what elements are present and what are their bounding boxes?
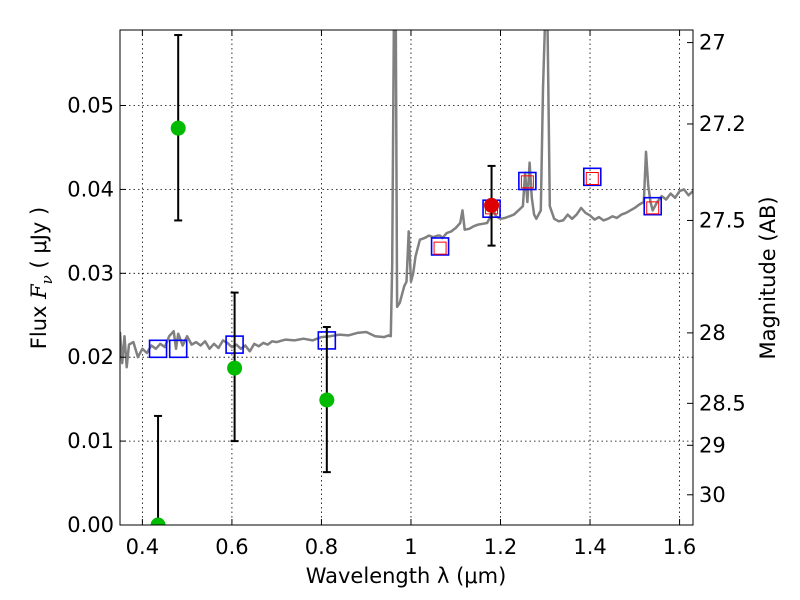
right-tick-label: 30 bbox=[699, 483, 726, 507]
y-axis-title-subscript: ν bbox=[38, 275, 56, 284]
observed-point bbox=[227, 360, 243, 376]
model-square-red bbox=[646, 201, 660, 215]
observed-point bbox=[150, 517, 166, 525]
y-axis-title: Flux Fν ( μJy ) bbox=[27, 207, 56, 349]
right-axis-title: Magnitude (AB) bbox=[756, 196, 780, 359]
model-square-blue bbox=[168, 339, 188, 359]
x-tick-label: 1.4 bbox=[573, 535, 606, 559]
observed-point bbox=[484, 197, 500, 213]
observed-point bbox=[319, 392, 335, 408]
y-axis-title-units: ( μJy ) bbox=[27, 207, 51, 275]
right-tick-label: 29 bbox=[699, 433, 726, 457]
observed-point bbox=[170, 120, 186, 136]
model-square-red bbox=[520, 175, 534, 189]
model-square-blue bbox=[643, 196, 663, 216]
x-tick-label: 1.6 bbox=[663, 535, 696, 559]
ticks: 0.4 0.6 0.8 1 1.2 1.4 1.6 0.00 0.01 0.02 0.03 0.04 0… bbox=[67, 30, 746, 559]
right-tick-label: 27.5 bbox=[699, 208, 746, 232]
right-tick-label: 28.5 bbox=[699, 391, 746, 415]
model-square-blue bbox=[430, 237, 450, 256]
right-tick-label: 28 bbox=[699, 321, 726, 345]
model-square-red bbox=[585, 172, 599, 185]
right-tick-label: 27.2 bbox=[699, 112, 746, 136]
spectrum-line bbox=[120, 30, 693, 369]
model-square-blue bbox=[148, 339, 168, 359]
y-tick-label: 0.03 bbox=[67, 261, 114, 285]
plot-area bbox=[120, 30, 693, 525]
plot-frame bbox=[119, 29, 694, 526]
x-tick-label: 1 bbox=[404, 535, 417, 559]
x-tick-label: 0.6 bbox=[215, 535, 248, 559]
model-square-blue bbox=[582, 167, 602, 187]
y-tick-label: 0.00 bbox=[67, 513, 114, 537]
model-square-red bbox=[433, 241, 447, 255]
y-axis-title-prefix: Flux bbox=[27, 299, 51, 349]
y-tick-label: 0.05 bbox=[67, 94, 114, 118]
x-tick-label: 1.2 bbox=[484, 535, 517, 559]
y-tick-label: 0.02 bbox=[67, 345, 114, 369]
y-tick-label: 0.01 bbox=[67, 429, 114, 453]
x-axis-title: Wavelength λ (μm) bbox=[306, 564, 507, 588]
right-tick-label: 27 bbox=[699, 31, 726, 55]
x-tick-label: 0.4 bbox=[126, 535, 159, 559]
x-tick-label: 0.8 bbox=[305, 535, 338, 559]
y-tick-label: 0.04 bbox=[67, 177, 114, 201]
model-square-blue bbox=[518, 171, 537, 191]
y-axis-title-symbol: F bbox=[27, 283, 51, 300]
